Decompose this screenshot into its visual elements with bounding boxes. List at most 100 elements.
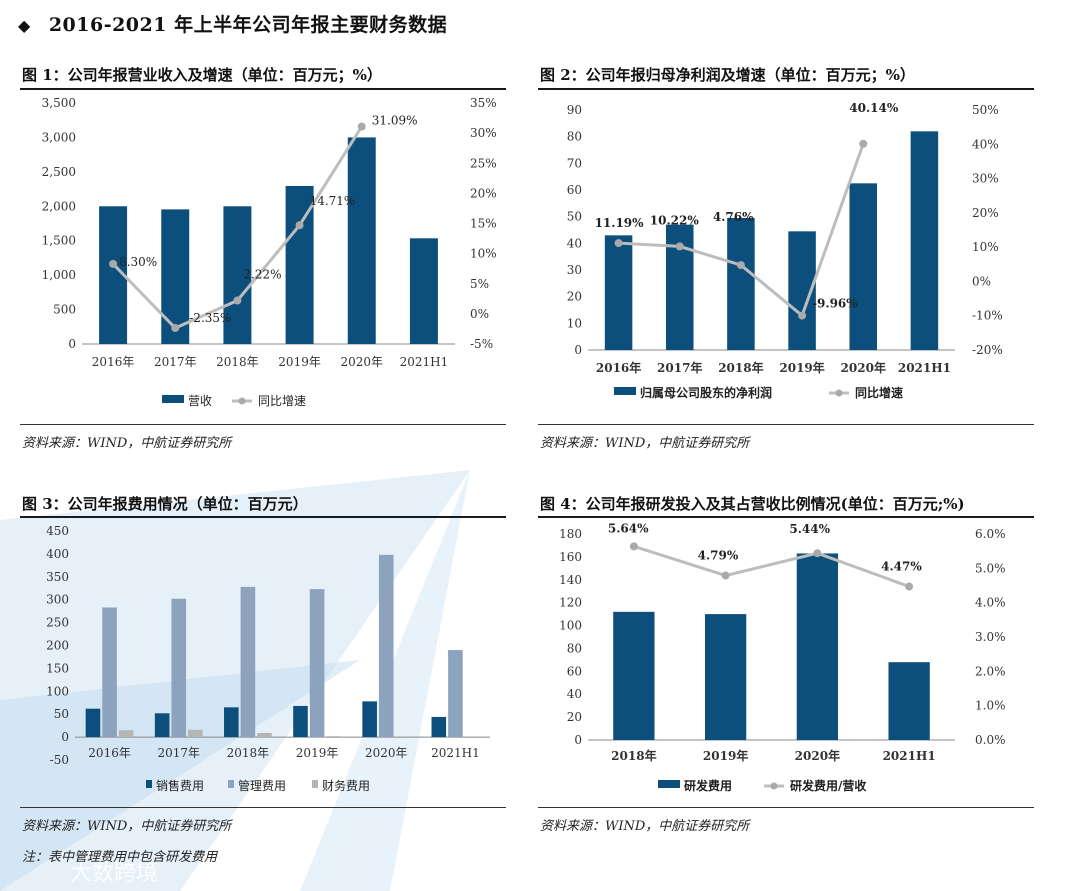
fig4-bottom-rule [538,807,1034,808]
bar [362,701,377,738]
y-right-tick-label: 0% [972,274,991,288]
y-left-tick-label: 3,000 [42,130,76,144]
data-label: -2.35% [189,311,231,325]
bar [240,586,256,738]
line-point [357,122,366,131]
x-category-label: 2016年 [596,360,641,375]
line-point [614,239,623,248]
y-right-tick-label: 5% [470,277,489,291]
x-category-label: 2021H1 [883,749,936,763]
y-left-tick-label: 20 [567,290,582,304]
y-right-tick-label: 50% [972,103,999,117]
bar [85,708,101,738]
y-left-tick-label: 2,500 [42,165,76,179]
fig3-bottom-rule [20,807,506,808]
fig1-bottom-rule [20,424,506,425]
line-point [859,139,868,148]
bar [223,206,252,344]
legend-label: 销售费用 [156,778,204,793]
x-category-label: 2017年 [657,360,702,375]
fig1-title: 图 1：公司年报营业收入及增速（单位：百万元；%） [22,66,382,84]
x-category-label: 2019年 [296,746,339,760]
y-left-tick-label: 1,500 [42,234,76,248]
legend-swatch-marker [835,389,843,397]
bar [704,614,747,740]
y-left-tick-label: 100 [46,684,69,698]
line-point [905,582,914,591]
y-left-tick-label: 2,000 [42,199,76,213]
y-left-tick-label: 200 [46,639,69,653]
bar [293,705,308,738]
fig2-title: 图 2：公司年报归母净利润及增速（单位：百万元；%） [540,66,915,84]
y-right-tick-label: 20% [470,186,497,200]
data-label: 40.14% [849,101,899,115]
data-label: 4.47% [881,560,922,574]
line-point [675,242,684,251]
x-category-label: 2021H1 [898,361,951,375]
bar [395,737,411,739]
x-category-label: 2019年 [703,748,748,763]
bar [347,137,376,344]
x-category-label: 2018年 [216,355,259,369]
legend-label: 研发费用/营收 [790,778,866,793]
page-heading: ◆ 2016-2021 年上半年公司年报主要财务数据 [18,10,447,37]
legend-swatch [162,395,184,403]
x-category-label: 2018年 [718,360,763,375]
series-line [633,544,910,588]
bar [888,662,930,740]
data-label: 4.79% [698,549,739,563]
bar [224,707,239,738]
y-left-tick-label: 50 [54,707,69,721]
bar [613,611,655,740]
line-point [813,549,822,558]
x-category-label: 2021H1 [400,355,449,369]
y-left-tick-label: -50 [50,753,69,767]
legend-label: 财务费用 [322,778,370,793]
y-left-tick-label: 160 [559,550,582,564]
legend-swatch [228,780,234,788]
legend-label: 管理费用 [238,778,286,793]
fig2-source: 资料来源：WIND，中航证券研究所 [540,436,750,451]
y-right-tick-label: 10% [972,240,999,254]
y-right-tick-label: 0.0% [975,733,1006,747]
fig4-title: 图 4：公司年报研发投入及其占营收比例情况(单位：百万元;%) [540,495,965,513]
y-left-tick-label: 90 [567,103,582,117]
y-left-tick-label: 20 [567,710,582,724]
x-category-label: 2016年 [92,355,135,369]
y-left-tick-label: 80 [567,130,582,144]
x-category-label: 2019年 [779,360,824,375]
x-category-label: 2018年 [227,746,270,760]
bar [171,598,187,738]
legend-label: 同比增速 [258,394,306,408]
y-left-tick-label: 10 [567,316,582,330]
legend-label: 同比增速 [855,385,903,400]
bar [431,716,447,738]
fig4-source: 资料来源：WIND，中航证券研究所 [540,819,750,834]
y-right-tick-label: 30% [470,126,497,140]
bar [378,554,394,738]
fig2-bottom-rule [538,424,1034,425]
bar [188,729,203,738]
fig1-source: 资料来源：WIND，中航证券研究所 [22,436,232,451]
bar [849,183,878,350]
fig3-top-rule [20,516,506,518]
bar [727,218,755,350]
y-left-tick-label: 50 [567,210,582,224]
y-right-tick-label: 15% [470,217,497,231]
line-point [721,571,730,580]
y-left-tick-label: 150 [46,661,69,675]
y-right-tick-label: 10% [470,247,497,261]
line-point [798,311,807,320]
fig2-top-rule [538,88,1034,90]
legend-label: 归属母公司股东的净利润 [640,385,772,400]
x-category-label: 2018年 [611,748,656,763]
y-left-tick-label: 400 [46,547,69,561]
y-left-tick-label: 250 [46,616,69,630]
x-category-label: 2020年 [365,746,408,760]
data-label: 2.22% [243,267,281,281]
bar [257,732,272,738]
y-left-tick-label: 1,000 [42,268,76,282]
legend-swatch [614,387,636,395]
